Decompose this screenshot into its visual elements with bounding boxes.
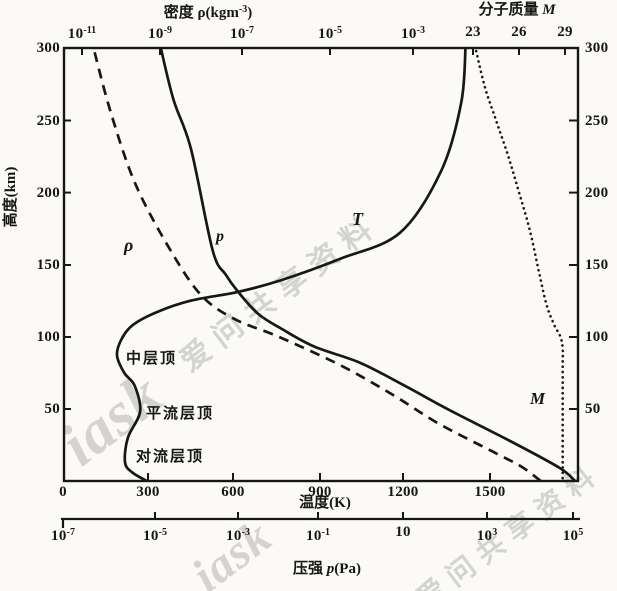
- curve-label-rho: ρ: [124, 235, 134, 255]
- height-left-tick-label: 300: [36, 40, 60, 56]
- density-tick-label: 10-11: [67, 25, 97, 42]
- curve-rho: [92, 47, 542, 483]
- pressure-tick-label: 10-7: [51, 527, 75, 544]
- curve-M: [474, 49, 565, 480]
- density-tick-label: 10-3: [401, 25, 425, 42]
- curve-label-T: T: [352, 209, 363, 229]
- temperature-tick-label: 1200: [387, 484, 419, 500]
- pressure-tick-label: 10-5: [143, 527, 167, 544]
- height-right-tick-label: 150: [585, 257, 609, 273]
- pressure-tick-label: 10-3: [226, 527, 250, 544]
- curve-label-p: p: [216, 228, 224, 245]
- temperature-tick-label: 900: [308, 484, 332, 500]
- height-left-tick-label: 150: [36, 257, 60, 273]
- annotation-对流层顶: 对流层顶: [136, 449, 205, 465]
- pressure-tick-label: 10-1: [306, 527, 330, 544]
- pressure-tick-label: 105: [562, 527, 584, 544]
- molar-mass-tick-label: 29: [557, 24, 573, 40]
- height-left-tick-label: 200: [36, 184, 60, 201]
- temperature-tick-label: 1500: [474, 484, 506, 500]
- density-tick-label: 10-9: [148, 25, 172, 42]
- height-right-tick-label: 50: [585, 401, 601, 417]
- pressure-tick-label: 10: [395, 524, 411, 540]
- height-right-tick-label: 100: [585, 329, 609, 345]
- height-right-tick-label: 200: [585, 184, 609, 201]
- molar-mass-tick-label: 26: [511, 24, 527, 40]
- height-right-tick-label: 300: [585, 40, 609, 56]
- density-tick-label: 10-7: [230, 25, 254, 42]
- axis-ticks: [64, 48, 578, 519]
- temperature-axis-title: 温度(K): [299, 495, 351, 511]
- annotation-平流层顶: 平流层顶: [146, 406, 215, 422]
- curve-label-M: M: [530, 389, 546, 408]
- density-axis-title: 密度 ρ(kgm-3): [163, 4, 253, 21]
- pressure-tick-label: 103: [476, 527, 498, 544]
- height-left-tick-label: 100: [36, 329, 60, 345]
- height-left-tick-label: 250: [36, 112, 60, 129]
- temperature-tick-label: 300: [136, 484, 160, 500]
- curve-p: [159, 47, 576, 483]
- curve-T: [115, 47, 467, 483]
- pressure-axis-title: 压强 p(Pa): [293, 561, 361, 577]
- height-left-tick-label: 50: [44, 401, 60, 417]
- molar-mass-tick-label: 23: [465, 24, 481, 40]
- temperature-tick-label: 600: [221, 484, 245, 500]
- temperature-tick-label: 0: [59, 484, 67, 500]
- annotation-中层顶: 中层顶: [126, 351, 178, 367]
- curves: [92, 47, 576, 483]
- height-right-tick-label: 250: [585, 112, 609, 129]
- plot-frame: [62, 46, 580, 483]
- density-tick-label: 10-5: [318, 25, 342, 42]
- molar-mass-axis-title: 分子质量 M: [478, 2, 556, 18]
